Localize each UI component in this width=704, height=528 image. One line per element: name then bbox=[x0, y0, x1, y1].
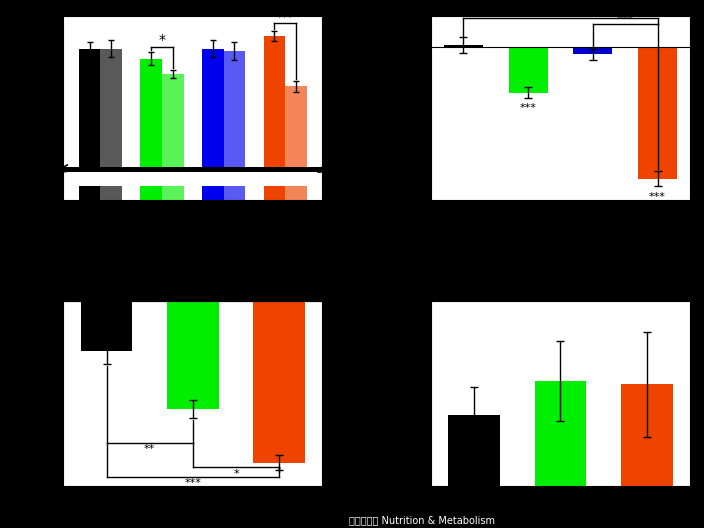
Bar bbox=[202, 49, 224, 528]
Bar bbox=[101, 186, 122, 200]
Text: *: * bbox=[233, 469, 239, 479]
Text: aGLP1: aGLP1 bbox=[146, 202, 178, 226]
Bar bbox=[638, 46, 677, 178]
Bar bbox=[264, 186, 285, 200]
Y-axis label: Fat Mass (% Change): Fat Mass (% Change) bbox=[396, 335, 406, 452]
Bar bbox=[264, 36, 285, 528]
Y-axis label: Body Weight (g): Body Weight (g) bbox=[28, 46, 38, 137]
Bar bbox=[621, 384, 672, 486]
Text: **: ** bbox=[144, 444, 156, 454]
Y-axis label: Body Weight % Change: Body Weight % Change bbox=[388, 42, 398, 174]
Bar bbox=[448, 415, 500, 486]
Bar bbox=[167, 301, 219, 409]
Bar bbox=[224, 186, 245, 200]
Text: ***: *** bbox=[184, 478, 201, 488]
Bar bbox=[285, 186, 307, 200]
Bar bbox=[574, 46, 612, 54]
Bar bbox=[444, 45, 483, 46]
Bar bbox=[509, 46, 548, 92]
Bar bbox=[140, 59, 162, 528]
Text: ***: *** bbox=[617, 14, 634, 24]
Text: 图片来源： Nutrition & Metabolism: 图片来源： Nutrition & Metabolism bbox=[349, 515, 496, 525]
Text: B: B bbox=[379, 12, 392, 30]
Y-axis label: Lean Mass (% Change): Lean Mass (% Change) bbox=[20, 330, 30, 457]
Bar bbox=[534, 381, 586, 486]
Bar bbox=[81, 301, 132, 351]
Text: ***: *** bbox=[277, 13, 294, 23]
Text: ***: *** bbox=[520, 103, 536, 114]
Text: *: * bbox=[158, 33, 165, 46]
Text: Vehicle: Vehicle bbox=[82, 202, 118, 228]
Text: ***: *** bbox=[552, 7, 569, 17]
Text: D: D bbox=[366, 298, 380, 316]
Bar bbox=[202, 186, 224, 200]
Bar bbox=[162, 74, 184, 528]
Text: aGLP1-E2: aGLP1-E2 bbox=[263, 202, 308, 234]
Bar bbox=[79, 186, 101, 200]
Text: C: C bbox=[0, 298, 11, 316]
Text: iGLP1-E2: iGLP1-E2 bbox=[202, 202, 245, 232]
Bar bbox=[253, 301, 305, 463]
Bar bbox=[224, 51, 245, 528]
Bar bbox=[140, 186, 162, 200]
Text: ***: *** bbox=[649, 192, 666, 202]
Text: A: A bbox=[11, 13, 25, 31]
Bar bbox=[285, 87, 307, 528]
Bar bbox=[101, 49, 122, 528]
Bar bbox=[79, 49, 101, 528]
Bar bbox=[162, 186, 184, 200]
